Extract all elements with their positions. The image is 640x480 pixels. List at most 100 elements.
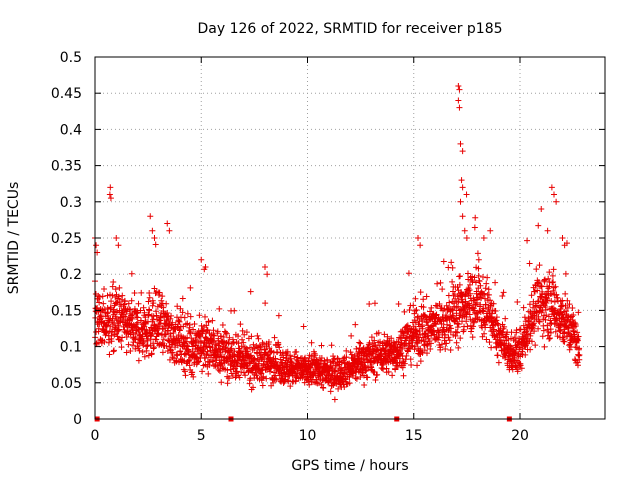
- data-point: [250, 341, 257, 348]
- data-point: [548, 297, 555, 304]
- data-point: [433, 311, 440, 318]
- data-point: [99, 306, 106, 313]
- data-point: [543, 295, 550, 302]
- data-point: [241, 331, 248, 338]
- data-point: [499, 292, 506, 299]
- data-point: [136, 347, 143, 354]
- data-point: [109, 283, 116, 290]
- data-point: [407, 356, 414, 363]
- y-tick-label: 0.5: [60, 50, 82, 66]
- data-point: [538, 293, 545, 300]
- data-point: [413, 307, 420, 314]
- data-point: [222, 329, 229, 336]
- data-point: [534, 287, 541, 294]
- data-point-outlier: [456, 104, 463, 111]
- data-point: [443, 302, 450, 309]
- data-point: [206, 362, 213, 369]
- data-point: [145, 298, 152, 305]
- data-point: [397, 335, 404, 342]
- data-point: [455, 344, 462, 351]
- data-point: [312, 352, 319, 359]
- data-point: [346, 374, 353, 381]
- data-point: [411, 343, 418, 350]
- data-point: [202, 354, 209, 361]
- data-point: [113, 330, 120, 337]
- data-point: [127, 348, 134, 355]
- x-tick-label: 20: [511, 428, 529, 444]
- x-tick-label: 15: [405, 428, 423, 444]
- data-point: [560, 336, 567, 343]
- data-point: [559, 297, 566, 304]
- data-point: [123, 349, 130, 356]
- data-point: [474, 299, 481, 306]
- data-point: [215, 366, 222, 373]
- data-point: [562, 270, 569, 277]
- data-point: [139, 349, 146, 356]
- y-tick-label: 0.2: [60, 267, 82, 283]
- data-point: [158, 297, 165, 304]
- data-point: [210, 327, 217, 334]
- data-point: [475, 256, 482, 263]
- data-point: [436, 334, 443, 341]
- data-point: [419, 325, 426, 332]
- data-point: [493, 314, 500, 321]
- data-point: [357, 340, 364, 347]
- data-point: [211, 332, 218, 339]
- data-point-outlier: [147, 213, 154, 220]
- data-point: [550, 287, 557, 294]
- data-point: [538, 283, 545, 290]
- data-point: [308, 339, 315, 346]
- data-point-outlier: [107, 184, 114, 191]
- data-point: [536, 318, 543, 325]
- data-point: [328, 342, 335, 349]
- data-point: [469, 278, 476, 285]
- data-point: [229, 336, 236, 343]
- data-point: [156, 289, 163, 296]
- data-point: [505, 336, 512, 343]
- data-point: [568, 313, 575, 320]
- data-point: [542, 316, 549, 323]
- data-point: [176, 318, 183, 325]
- data-point: [431, 331, 438, 338]
- data-point: [481, 290, 488, 297]
- data-point: [140, 339, 147, 346]
- data-point: [189, 369, 196, 376]
- data-point: [287, 352, 294, 359]
- data-point: [406, 306, 413, 313]
- data-point: [105, 309, 112, 316]
- data-point: [439, 286, 446, 293]
- data-point: [535, 222, 542, 229]
- data-point-outlier: [164, 220, 171, 227]
- data-point: [566, 346, 573, 353]
- data-point: [240, 339, 247, 346]
- data-point: [202, 313, 209, 320]
- data-point: [414, 362, 421, 369]
- data-point: [422, 314, 429, 321]
- data-point: [522, 342, 529, 349]
- data-point: [217, 349, 224, 356]
- data-point: [112, 286, 119, 293]
- data-point: [228, 346, 235, 353]
- data-point: [140, 304, 147, 311]
- data-point: [125, 341, 132, 348]
- data-point: [556, 327, 563, 334]
- data-point: [204, 326, 211, 333]
- data-point: [119, 334, 126, 341]
- data-point-outlier: [93, 242, 100, 249]
- data-point: [313, 356, 320, 363]
- data-point: [110, 348, 117, 355]
- data-point: [126, 306, 133, 313]
- data-point: [284, 348, 291, 355]
- data-point: [392, 366, 399, 373]
- data-point: [526, 301, 533, 308]
- data-point: [480, 305, 487, 312]
- data-point: [381, 347, 388, 354]
- data-point: [417, 289, 424, 296]
- data-point: [263, 375, 270, 382]
- data-point: [459, 292, 466, 299]
- data-point: [226, 375, 233, 382]
- data-point: [138, 317, 145, 324]
- data-point: [494, 352, 501, 359]
- y-tick-label: 0.25: [51, 231, 82, 247]
- data-point: [576, 345, 583, 352]
